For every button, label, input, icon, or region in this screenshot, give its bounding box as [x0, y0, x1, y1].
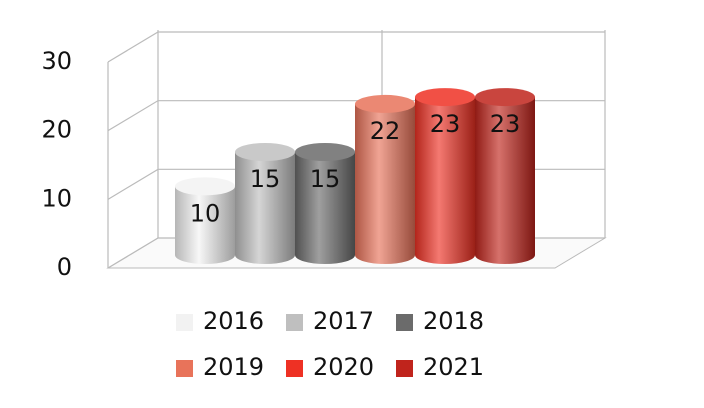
- legend-swatch: [286, 314, 303, 331]
- cylinder-body: [355, 103, 415, 264]
- data-label: 23: [490, 110, 521, 138]
- data-label: 22: [370, 117, 401, 145]
- data-label: 15: [250, 165, 281, 193]
- cylinder-top: [415, 88, 475, 107]
- cylinder-top: [235, 143, 295, 161]
- cylinder-body: [175, 186, 235, 264]
- legend-swatch: [396, 360, 413, 377]
- legend-label: 2019: [203, 353, 264, 381]
- legend-label: 2016: [203, 307, 264, 335]
- y-tick-label: 0: [57, 253, 72, 281]
- data-label: 15: [310, 165, 341, 193]
- cylinder-top: [295, 143, 355, 161]
- legend-swatch: [176, 314, 193, 331]
- legend-label: 2021: [423, 353, 484, 381]
- y-tick-label: 10: [41, 184, 72, 212]
- cylinder-top: [175, 177, 235, 196]
- legend-swatch: [286, 360, 303, 377]
- legend-label: 2020: [313, 353, 374, 381]
- cylinder-body: [475, 97, 535, 264]
- y-tick-label: 20: [41, 116, 72, 144]
- cylinder-body: [415, 97, 475, 264]
- grid-line: [107, 31, 605, 63]
- cylinder-top: [475, 88, 535, 107]
- legend-label: 2018: [423, 307, 484, 335]
- y-tick-label: 30: [41, 47, 72, 75]
- cylinder-top: [355, 94, 415, 113]
- legend-swatch: [396, 314, 413, 331]
- legend-label: 2017: [313, 307, 374, 335]
- legend-swatch: [176, 360, 193, 377]
- cylinder-body: [295, 152, 355, 264]
- data-label: 10: [190, 199, 221, 227]
- data-label: 23: [430, 110, 461, 138]
- cylinder-body: [235, 152, 295, 264]
